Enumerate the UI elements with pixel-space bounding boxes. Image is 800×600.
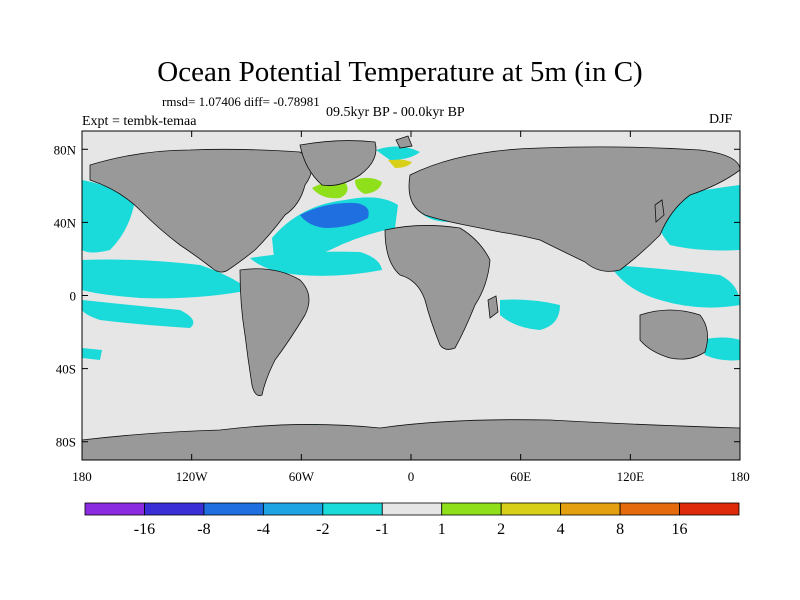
colorbar-label: -1 xyxy=(376,521,389,538)
eurasia xyxy=(408,146,741,272)
season-label: DJF xyxy=(709,112,733,127)
indian-ocean-cool xyxy=(500,299,560,330)
east-pacific-cool xyxy=(82,259,250,299)
y-tick-label: 80N xyxy=(54,142,77,157)
colorbar-swatch xyxy=(203,502,264,516)
colorbar-label: 1 xyxy=(438,521,446,538)
colorbar-swatch xyxy=(381,502,443,516)
africa xyxy=(384,225,491,350)
greenland xyxy=(299,140,377,186)
x-tick-label: 0 xyxy=(408,469,415,484)
colorbar-swatch xyxy=(560,502,621,516)
y-tick-label: 0 xyxy=(70,289,77,304)
y-tick-label: 40S xyxy=(56,362,76,377)
colorbar-label: 16 xyxy=(672,521,688,538)
south-pacific-small xyxy=(82,348,102,360)
colorbar-label: -4 xyxy=(257,521,270,538)
x-tick-label: 180 xyxy=(730,469,750,484)
experiment-label: Expt = tembk-temaa xyxy=(82,114,197,129)
tropical-atlantic-cool xyxy=(250,251,382,276)
japan xyxy=(654,199,665,223)
south-west-pacific-cool xyxy=(700,337,740,361)
colorbar-swatch xyxy=(144,502,205,516)
y-axis: 80N 40N 0 40S 80S xyxy=(54,142,740,450)
svalbard xyxy=(395,135,413,149)
colorbar-label: -2 xyxy=(316,521,329,538)
south-pacific-cool-strip xyxy=(82,300,194,328)
x-tick-label: 120E xyxy=(617,469,645,484)
madagascar xyxy=(487,295,499,319)
indo-pacific-cool xyxy=(610,265,740,308)
nordic-seas-warm-2 xyxy=(355,177,382,194)
colorbar: -16 -8 -4 -2 -1 1 2 4 8 16 xyxy=(84,502,740,538)
colorbar-swatch xyxy=(322,502,383,516)
colorbar-label: 8 xyxy=(616,521,624,538)
colorbar-label: 4 xyxy=(557,521,565,538)
x-axis: 180 120W 60W 0 60E 120E 180 xyxy=(72,131,750,484)
page-title: Ocean Potential Temperature at 5m (in C) xyxy=(157,56,643,88)
south-america xyxy=(239,268,310,396)
north-atlantic-strong-cool xyxy=(300,202,369,228)
colorbar-label: 2 xyxy=(497,521,505,538)
y-tick-label: 40N xyxy=(54,215,77,230)
colorbar-swatch xyxy=(619,502,680,516)
north-america xyxy=(89,148,312,273)
colorbar-swatch xyxy=(262,502,324,516)
colorbar-swatch xyxy=(500,502,562,516)
x-tick-label: 60E xyxy=(510,469,531,484)
land-masses xyxy=(81,135,741,461)
period-label: 09.5kyr BP - 00.0kyr BP xyxy=(326,105,465,120)
colorbar-label: -8 xyxy=(197,521,210,538)
barents-warm-strong xyxy=(388,159,412,168)
colorbar-swatch xyxy=(441,502,502,516)
y-tick-label: 80S xyxy=(56,435,76,450)
australia xyxy=(639,309,708,360)
x-tick-label: 60W xyxy=(289,469,315,484)
x-tick-label: 120W xyxy=(176,469,209,484)
colorbar-swatch xyxy=(84,502,145,516)
antarctica xyxy=(81,419,741,461)
stats-line: rmsd= 1.07406 diff= -0.78981 xyxy=(162,94,320,109)
x-tick-label: 180 xyxy=(72,469,92,484)
arctic-cool xyxy=(376,146,420,160)
map-plot: 180 120W 60W 0 60E 120E 180 80N 40N 0 40S 80S xyxy=(54,130,750,484)
nordic-seas-warm xyxy=(312,180,348,199)
colorbar-label: -16 xyxy=(134,521,155,538)
north-pacific-west-cool xyxy=(82,180,135,253)
colorbar-swatch xyxy=(679,502,740,516)
